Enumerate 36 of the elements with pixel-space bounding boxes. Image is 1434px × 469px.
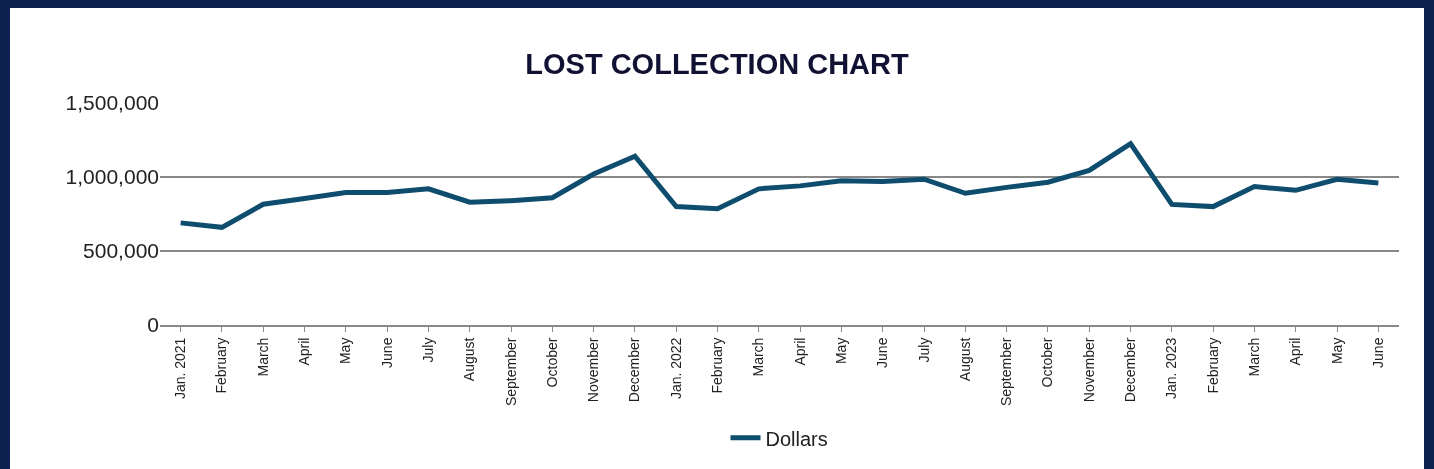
x-tick-label: March (254, 337, 271, 377)
x-tick-label: December (1122, 337, 1139, 403)
x-tick-label: June (1369, 337, 1386, 368)
x-tick-label: February (213, 337, 230, 394)
x-tick-label: April (296, 337, 313, 366)
x-tick-label: June (378, 337, 395, 368)
x-tick-label: August (461, 337, 478, 382)
x-tick-label: October (543, 337, 560, 388)
x-tick-label: December (626, 337, 643, 403)
y-tick-label: 0 (147, 313, 159, 337)
x-tick-label: Jan. 2021 (172, 337, 189, 400)
legend-label: Dollars (765, 427, 828, 450)
x-tick-label: June (874, 337, 891, 368)
x-tick-label: March (750, 337, 767, 377)
x-tick-label: September (998, 337, 1015, 407)
y-tick-label: 1,000,000 (65, 165, 159, 189)
x-tick-label: September (502, 337, 519, 407)
x-tick-label: Jan. 2023 (1163, 337, 1180, 400)
x-tick-label: July (420, 337, 436, 363)
x-tick-label: August (956, 337, 973, 382)
x-tick-label: April (1287, 337, 1304, 366)
x-tick-label: April (791, 337, 808, 366)
x-tick-label: February (709, 337, 726, 394)
x-tick-label: May (337, 337, 354, 365)
x-tick-label: May (833, 337, 849, 365)
x-tick-label: February (1204, 337, 1221, 394)
chart-title: LOST COLLECTION CHART (525, 48, 909, 81)
x-tick-label: May (1328, 337, 1345, 365)
x-tick-label: Jan. 2022 (667, 337, 684, 400)
x-tick-label: October (1039, 337, 1056, 388)
x-tick-label: March (1246, 337, 1262, 377)
x-tick-label: November (585, 337, 602, 403)
y-tick-label: 1,500,000 (65, 91, 159, 115)
x-tick-label: July (915, 337, 932, 363)
x-tick-label: November (1080, 337, 1097, 403)
y-tick-label: 500,000 (83, 239, 159, 263)
